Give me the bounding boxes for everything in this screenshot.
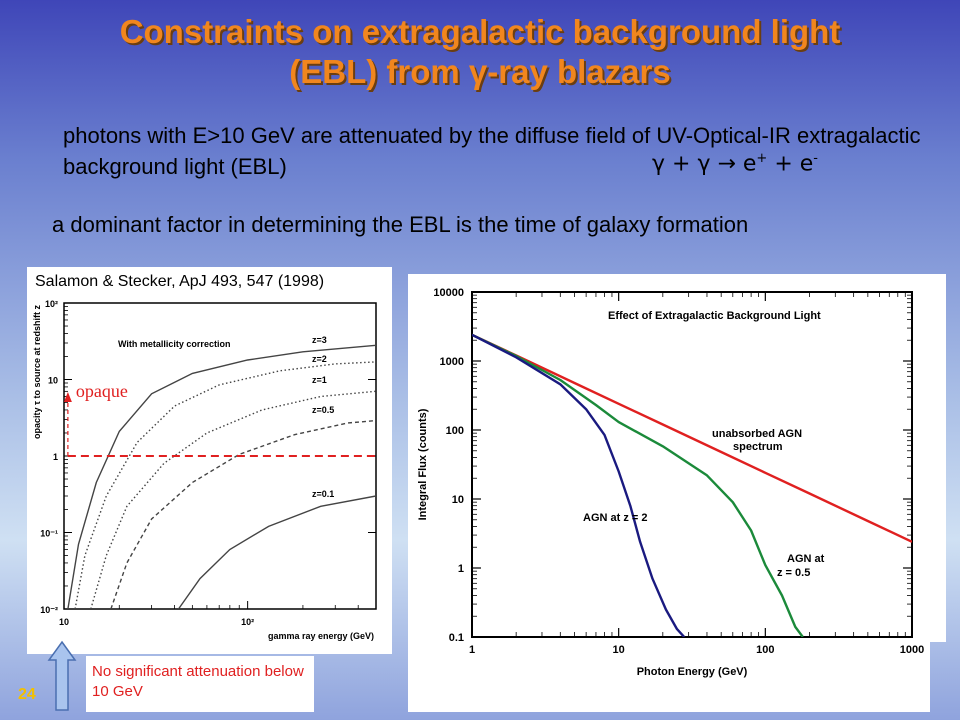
left-series-label: z=1: [312, 375, 327, 385]
left-x-axis-label: gamma ray energy (GeV): [268, 631, 374, 641]
left-x-tick-label: 10²: [241, 617, 254, 627]
title-line-1: Constraints on extragalactic background …: [119, 13, 841, 50]
reaction-sup-plus: +: [756, 151, 768, 166]
left-y-axis-label: opacity τ to source at redshift z: [32, 305, 42, 440]
arrow-up-icon: [47, 640, 77, 711]
right-y-tick-label: 0.1: [449, 632, 464, 644]
left-series-z01: [177, 495, 376, 609]
dominant-factor-text: a dominant factor in determining the EBL…: [52, 212, 749, 237]
label-unabsorbed-agn: unabsorbed AGN: [712, 428, 802, 440]
pair-production-reaction: γ + γ → e+ + e-: [652, 151, 818, 176]
left-y-tick-label: 10⁻¹: [40, 529, 58, 539]
reaction-mid: + e: [767, 151, 814, 177]
left-chart-panel: [27, 297, 392, 654]
right-y-tick-label: 1000: [440, 356, 464, 368]
right-x-tick-label: 10: [613, 644, 625, 656]
title-line-2: (EBL) from γ-ray blazars: [289, 53, 671, 90]
left-y-tick-label: 10: [48, 376, 58, 386]
label-z05: z = 0.5: [777, 567, 810, 579]
right-y-tick-label: 1: [458, 563, 464, 575]
opaque-label: opaque: [76, 381, 128, 401]
label-unabsorbed-spectrum: spectrum: [733, 441, 783, 453]
right-chart-panel-bottom: [408, 642, 930, 712]
label-agn-z2: AGN at z = 2: [583, 512, 648, 524]
intro-text: photons with E>10 GeV are attenuated by …: [63, 123, 921, 179]
left-y-tick-label: 1: [53, 452, 58, 462]
right-series-unabsorbed-agn-spectrum: [472, 333, 912, 543]
left-series-label: z=0.1: [312, 489, 334, 499]
right-x-axis-label: Photon Energy (GeV): [637, 666, 748, 678]
left-series-label: z=3: [312, 335, 327, 345]
page-number: 24: [18, 686, 36, 703]
right-x-tick-label: 1: [469, 644, 475, 656]
left-series-z1: [90, 390, 376, 609]
left-x-tick-label: 10: [59, 617, 69, 627]
no-attenuation-note: No significant attenuation below 10 GeV: [86, 656, 314, 712]
opaque-arrow-head: [63, 392, 72, 402]
slide-title: Constraints on extragalactic background …: [0, 12, 960, 92]
right-series-agn-at-z---0-5: [472, 333, 804, 637]
left-series-z3: [67, 344, 376, 609]
right-x-tick-label: 100: [756, 644, 774, 656]
right-y-tick-label: 10000: [433, 287, 464, 299]
right-y-tick-label: 10: [452, 494, 464, 506]
reaction-sup-minus: -: [813, 151, 818, 166]
left-chart-title: With metallicity correction: [118, 339, 230, 349]
right-y-axis-label: Integral Flux (counts): [417, 408, 429, 520]
left-series-label: z=2: [312, 354, 327, 364]
right-y-tick-label: 100: [446, 425, 464, 437]
right-plot-frame: [471, 291, 913, 638]
right-series-agn-at-z---2: [472, 333, 686, 637]
right-x-tick-label: 1000: [900, 644, 924, 656]
label-agn-at: AGN at: [787, 553, 825, 565]
left-y-tick-label: 10²: [45, 299, 58, 309]
left-series-z2: [74, 361, 376, 609]
right-chart-title: Effect of Extragalactic Background Light: [608, 310, 821, 322]
citation-label: Salamon & Stecker, ApJ 493, 547 (1998): [27, 267, 392, 297]
left-y-tick-label: 10⁻²: [40, 605, 58, 615]
right-chart-panel: [408, 274, 946, 642]
left-series-label: z=0.5: [312, 405, 334, 415]
reaction-base: γ + γ → e: [652, 151, 757, 177]
left-series-z05: [110, 419, 376, 609]
